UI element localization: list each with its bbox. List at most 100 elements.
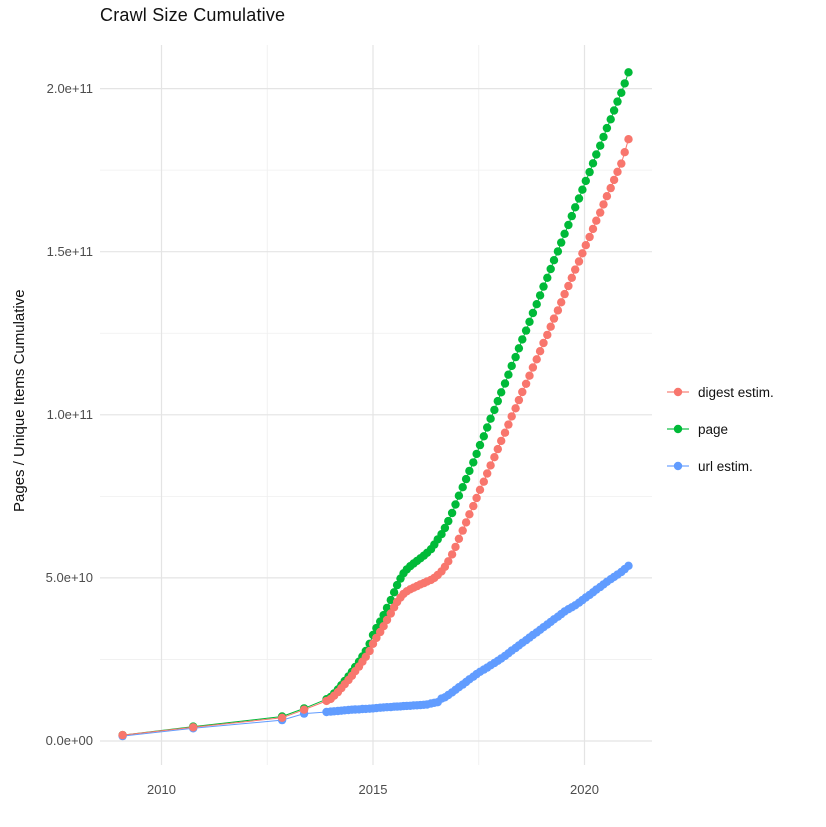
series-point-page (451, 500, 460, 509)
series-point-page (514, 344, 524, 353)
series-point-page (599, 132, 608, 142)
series-point-digest-estim- (507, 412, 516, 421)
series-point-page (567, 211, 576, 221)
series-point-page (440, 523, 450, 533)
series-point-page (624, 68, 633, 77)
series-point-digest-estim- (602, 192, 612, 201)
y-tick-label: 5.0e+10 (45, 569, 93, 585)
series-point-page (588, 159, 598, 168)
series-point-page (557, 238, 566, 247)
y-tick-label: 1.5e+11 (46, 243, 93, 259)
series-point-digest-estim- (624, 135, 633, 144)
series-point-page (447, 508, 457, 518)
series-point-digest-estim- (532, 355, 541, 364)
series-point-digest-estim- (458, 526, 467, 535)
series-point-page (504, 370, 513, 379)
series-point-page (620, 79, 629, 88)
series-point-page (500, 379, 510, 388)
legend-key-url-icon (667, 461, 689, 471)
series-point-digest-estim- (557, 298, 566, 307)
series-point-page (511, 352, 520, 362)
x-tick-label: 2020 (570, 782, 599, 797)
series-point-page (521, 326, 531, 335)
series-point-digest-estim- (543, 330, 552, 340)
series-point-digest-estim- (472, 493, 481, 503)
series-point-page (596, 141, 605, 150)
series-point-digest-estim- (461, 518, 471, 527)
series-point-page (539, 282, 548, 291)
legend-item-digest: digest estim. (666, 380, 774, 404)
series-point-digest-estim- (617, 159, 626, 168)
series-point-digest-estim- (386, 609, 395, 618)
series-point-page (602, 123, 612, 133)
series-point-digest-estim- (521, 379, 531, 388)
y-axis-title: Pages / Unique Items Cumulative (11, 289, 28, 512)
series-point-digest-estim- (514, 395, 524, 405)
legend: digest estim. page url estim. (666, 380, 774, 478)
series-point-digest-estim- (525, 371, 534, 380)
legend-label-digest: digest estim. (698, 384, 774, 400)
series-point-page (493, 396, 502, 406)
series-point-digest-estim- (118, 730, 127, 740)
series-point-digest-estim- (553, 306, 563, 315)
series-point-digest-estim- (454, 534, 464, 543)
series-point-page (507, 361, 516, 371)
series-point-digest-estim- (585, 232, 594, 242)
series-point-digest-estim- (483, 469, 492, 478)
series-point-digest-estim- (451, 542, 460, 552)
series-point-digest-estim- (382, 615, 392, 625)
series-point-digest-estim- (444, 557, 453, 566)
series-point-digest-estim- (546, 322, 555, 331)
legend-key-digest-icon (667, 387, 689, 397)
series-point-page (549, 256, 559, 265)
series-point-digest-estim- (493, 444, 502, 454)
series-point-page (490, 405, 499, 415)
series-point-digest-estim- (497, 436, 506, 446)
series-point-page (389, 588, 399, 597)
series-point-digest-estim- (574, 257, 584, 266)
series-point-digest-estim- (504, 420, 513, 429)
y-tick-label: 2.0e+11 (46, 80, 93, 96)
series-point-digest-estim- (567, 273, 576, 282)
series-point-page (592, 150, 601, 159)
series-point-digest-estim- (465, 510, 474, 519)
series-point-page (454, 491, 464, 500)
series-point-page (532, 300, 541, 309)
series-point-digest-estim- (581, 241, 590, 250)
series-point-digest-estim- (599, 200, 608, 209)
series-point-digest-estim- (189, 723, 198, 732)
series-point-digest-estim- (528, 363, 538, 372)
series-point-digest-estim- (469, 501, 478, 511)
series-point-digest-estim- (592, 216, 601, 225)
series-point-digest-estim- (596, 208, 605, 217)
series-point-page (543, 273, 552, 282)
series-point-page (437, 530, 446, 539)
series-point-digest-estim- (549, 314, 559, 323)
legend-label-page: page (698, 421, 729, 437)
series-point-page (469, 458, 478, 467)
series-point-page (578, 185, 587, 194)
series-point-page (518, 335, 527, 344)
series-point-page (617, 88, 626, 98)
series-point-page (497, 388, 506, 397)
legend-label-url: url estim. (698, 458, 753, 474)
series-point-digest-estim- (564, 281, 573, 291)
legend-item-url: url estim. (666, 454, 774, 478)
series-point-digest-estim- (588, 224, 598, 234)
series-point-digest-estim- (518, 387, 527, 397)
series-point-page (546, 264, 555, 274)
series-point-page (444, 516, 453, 526)
series-point-page (613, 97, 622, 106)
series-point-page (571, 203, 580, 212)
series-point-digest-estim- (299, 705, 309, 714)
series-point-page (535, 291, 545, 300)
series-point-page (483, 423, 492, 432)
legend-key-point (673, 424, 683, 434)
legend-key-point (673, 461, 683, 471)
series-point-page (528, 308, 538, 318)
series-point-digest-estim- (606, 183, 615, 193)
series-point-page (465, 466, 474, 476)
series-point-digest-estim- (571, 265, 580, 274)
series-point-digest-estim- (535, 347, 545, 356)
